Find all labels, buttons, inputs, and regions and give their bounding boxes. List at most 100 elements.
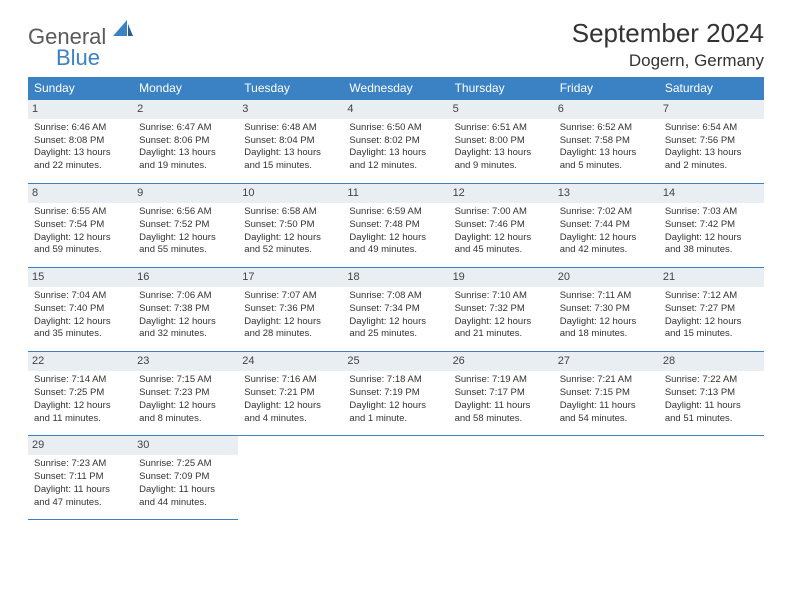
sunset-text: Sunset: 7:56 PM xyxy=(665,135,758,148)
sunrise-text: Sunrise: 6:59 AM xyxy=(349,206,442,219)
sunset-text: Sunset: 7:09 PM xyxy=(139,471,232,484)
daylight-line1: Daylight: 11 hours xyxy=(560,400,653,413)
daylight-line1: Daylight: 12 hours xyxy=(349,400,442,413)
sunrise-text: Sunrise: 7:23 AM xyxy=(34,458,127,471)
daylight-line2: and 25 minutes. xyxy=(349,328,442,341)
sunset-text: Sunset: 7:25 PM xyxy=(34,387,127,400)
calendar-day-cell: 5Sunrise: 6:51 AMSunset: 8:00 PMDaylight… xyxy=(449,100,554,184)
day-number: 23 xyxy=(133,352,238,371)
calendar-empty-cell xyxy=(659,436,764,520)
logo: General Blue xyxy=(28,26,133,70)
daylight-line2: and 12 minutes. xyxy=(349,160,442,173)
sunrise-text: Sunrise: 6:51 AM xyxy=(455,122,548,135)
sunrise-text: Sunrise: 7:18 AM xyxy=(349,374,442,387)
daylight-line2: and 15 minutes. xyxy=(665,328,758,341)
calendar-day-cell: 16Sunrise: 7:06 AMSunset: 7:38 PMDayligh… xyxy=(133,268,238,352)
sunset-text: Sunset: 8:08 PM xyxy=(34,135,127,148)
day-number: 1 xyxy=(28,100,133,119)
calendar-day-cell: 17Sunrise: 7:07 AMSunset: 7:36 PMDayligh… xyxy=(238,268,343,352)
daylight-line1: Daylight: 12 hours xyxy=(349,232,442,245)
sunset-text: Sunset: 7:11 PM xyxy=(34,471,127,484)
calendar-week-row: 22Sunrise: 7:14 AMSunset: 7:25 PMDayligh… xyxy=(28,352,764,436)
calendar-day-cell: 8Sunrise: 6:55 AMSunset: 7:54 PMDaylight… xyxy=(28,184,133,268)
sunset-text: Sunset: 7:48 PM xyxy=(349,219,442,232)
calendar-week-row: 15Sunrise: 7:04 AMSunset: 7:40 PMDayligh… xyxy=(28,268,764,352)
day-header: Thursday xyxy=(449,77,554,100)
calendar-empty-cell xyxy=(343,436,448,520)
calendar-table: Sunday Monday Tuesday Wednesday Thursday… xyxy=(28,77,764,520)
daylight-line1: Daylight: 11 hours xyxy=(665,400,758,413)
sunset-text: Sunset: 7:44 PM xyxy=(560,219,653,232)
calendar-day-cell: 7Sunrise: 6:54 AMSunset: 7:56 PMDaylight… xyxy=(659,100,764,184)
daylight-line1: Daylight: 12 hours xyxy=(139,316,232,329)
calendar-day-cell: 12Sunrise: 7:00 AMSunset: 7:46 PMDayligh… xyxy=(449,184,554,268)
day-number: 11 xyxy=(343,184,448,203)
daylight-line1: Daylight: 11 hours xyxy=(34,484,127,497)
sunrise-text: Sunrise: 7:19 AM xyxy=(455,374,548,387)
sunset-text: Sunset: 8:02 PM xyxy=(349,135,442,148)
sunrise-text: Sunrise: 6:48 AM xyxy=(244,122,337,135)
month-title: September 2024 xyxy=(572,18,764,49)
daylight-line1: Daylight: 12 hours xyxy=(139,400,232,413)
sunset-text: Sunset: 7:23 PM xyxy=(139,387,232,400)
daylight-line1: Daylight: 13 hours xyxy=(665,147,758,160)
daylight-line1: Daylight: 12 hours xyxy=(455,232,548,245)
day-number: 8 xyxy=(28,184,133,203)
daylight-line1: Daylight: 12 hours xyxy=(665,316,758,329)
daylight-line2: and 47 minutes. xyxy=(34,497,127,510)
calendar-day-cell: 25Sunrise: 7:18 AMSunset: 7:19 PMDayligh… xyxy=(343,352,448,436)
sunset-text: Sunset: 7:13 PM xyxy=(665,387,758,400)
sail-icon xyxy=(113,20,133,36)
calendar-day-cell: 3Sunrise: 6:48 AMSunset: 8:04 PMDaylight… xyxy=(238,100,343,184)
daylight-line1: Daylight: 13 hours xyxy=(139,147,232,160)
header: General Blue September 2024 Dogern, Germ… xyxy=(28,18,764,71)
daylight-line2: and 11 minutes. xyxy=(34,413,127,426)
title-block: September 2024 Dogern, Germany xyxy=(572,18,764,71)
daylight-line1: Daylight: 11 hours xyxy=(455,400,548,413)
calendar-day-cell: 29Sunrise: 7:23 AMSunset: 7:11 PMDayligh… xyxy=(28,436,133,520)
daylight-line2: and 1 minute. xyxy=(349,413,442,426)
daylight-line1: Daylight: 12 hours xyxy=(34,316,127,329)
daylight-line2: and 52 minutes. xyxy=(244,244,337,257)
day-number: 18 xyxy=(343,268,448,287)
daylight-line1: Daylight: 12 hours xyxy=(455,316,548,329)
sunset-text: Sunset: 7:52 PM xyxy=(139,219,232,232)
day-number: 22 xyxy=(28,352,133,371)
sunset-text: Sunset: 7:30 PM xyxy=(560,303,653,316)
day-header: Tuesday xyxy=(238,77,343,100)
sunrise-text: Sunrise: 6:52 AM xyxy=(560,122,653,135)
sunrise-text: Sunrise: 7:25 AM xyxy=(139,458,232,471)
daylight-line2: and 18 minutes. xyxy=(560,328,653,341)
sunset-text: Sunset: 7:15 PM xyxy=(560,387,653,400)
calendar-day-cell: 26Sunrise: 7:19 AMSunset: 7:17 PMDayligh… xyxy=(449,352,554,436)
daylight-line2: and 2 minutes. xyxy=(665,160,758,173)
day-number: 7 xyxy=(659,100,764,119)
sunrise-text: Sunrise: 7:06 AM xyxy=(139,290,232,303)
daylight-line1: Daylight: 12 hours xyxy=(665,232,758,245)
sunrise-text: Sunrise: 7:22 AM xyxy=(665,374,758,387)
day-header: Sunday xyxy=(28,77,133,100)
calendar-day-cell: 14Sunrise: 7:03 AMSunset: 7:42 PMDayligh… xyxy=(659,184,764,268)
daylight-line2: and 51 minutes. xyxy=(665,413,758,426)
sunset-text: Sunset: 7:19 PM xyxy=(349,387,442,400)
day-number: 13 xyxy=(554,184,659,203)
calendar-day-cell: 23Sunrise: 7:15 AMSunset: 7:23 PMDayligh… xyxy=(133,352,238,436)
day-number: 20 xyxy=(554,268,659,287)
daylight-line2: and 38 minutes. xyxy=(665,244,758,257)
daylight-line2: and 55 minutes. xyxy=(139,244,232,257)
calendar-day-cell: 4Sunrise: 6:50 AMSunset: 8:02 PMDaylight… xyxy=(343,100,448,184)
daylight-line1: Daylight: 13 hours xyxy=(34,147,127,160)
daylight-line1: Daylight: 13 hours xyxy=(455,147,548,160)
sunset-text: Sunset: 8:06 PM xyxy=(139,135,232,148)
daylight-line1: Daylight: 12 hours xyxy=(244,400,337,413)
calendar-empty-cell xyxy=(238,436,343,520)
calendar-day-cell: 24Sunrise: 7:16 AMSunset: 7:21 PMDayligh… xyxy=(238,352,343,436)
logo-word2: Blue xyxy=(28,47,100,69)
sunset-text: Sunset: 7:36 PM xyxy=(244,303,337,316)
sunset-text: Sunset: 7:50 PM xyxy=(244,219,337,232)
daylight-line2: and 42 minutes. xyxy=(560,244,653,257)
sunset-text: Sunset: 7:32 PM xyxy=(455,303,548,316)
daylight-line2: and 32 minutes. xyxy=(139,328,232,341)
daylight-line2: and 8 minutes. xyxy=(139,413,232,426)
calendar-day-cell: 18Sunrise: 7:08 AMSunset: 7:34 PMDayligh… xyxy=(343,268,448,352)
